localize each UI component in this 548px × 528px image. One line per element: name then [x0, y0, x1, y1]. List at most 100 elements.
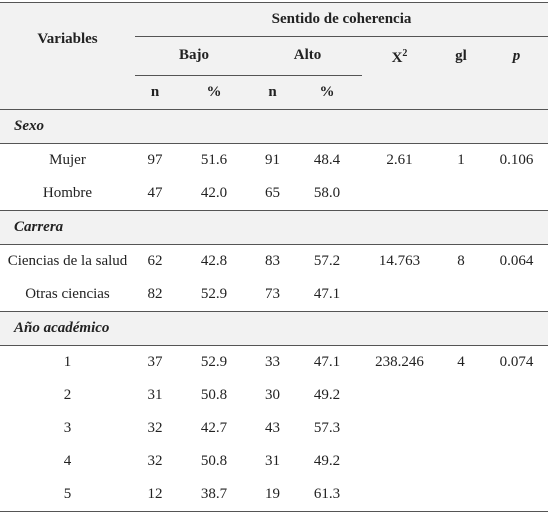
section-title: Año académico: [0, 311, 548, 346]
chi-header: X2: [362, 36, 437, 75]
group-header: Sentido de coherencia: [135, 2, 548, 37]
empty-cell: [362, 277, 437, 312]
low-n: 12: [135, 477, 175, 512]
chi-label: X: [391, 50, 403, 66]
data-row: Otras ciencias 82 52.9 73 47.1: [0, 277, 548, 312]
empty-cell: [485, 176, 548, 211]
high-n: 30: [265, 386, 280, 403]
empty-cell: [485, 75, 548, 110]
p-header: p: [485, 36, 548, 75]
low-n: 62: [147, 252, 163, 269]
empty-cell: [437, 445, 485, 478]
low-n: 31: [147, 386, 163, 403]
empty-cell: [485, 477, 548, 512]
table-body: Variables Sentido de coherencia Bajo Alt…: [0, 2, 548, 512]
data-row: 5 12 38.7 19 61.3: [0, 477, 548, 512]
high-n: 43: [265, 419, 280, 436]
subheader: %: [292, 75, 362, 110]
gl: 4: [457, 353, 465, 370]
high-pct: 58.0: [292, 176, 362, 211]
gl: 1: [457, 151, 465, 168]
empty-cell: [437, 176, 485, 211]
empty-cell: [485, 412, 548, 445]
empty-cell: [362, 176, 437, 211]
low-pct: 42.0: [175, 176, 253, 211]
high-pct: 61.3: [292, 477, 362, 512]
high-pct: 47.1: [313, 353, 341, 370]
high-n: 73: [253, 277, 292, 312]
subheader: %: [175, 75, 253, 110]
variable: Mujer: [49, 151, 86, 168]
chi-square: 14.763: [378, 252, 421, 269]
empty-cell: [437, 412, 485, 445]
empty-cell: [437, 75, 485, 110]
data-row: Hombre 47 42.0 65 58.0: [0, 176, 548, 211]
low-n: 32: [147, 452, 163, 469]
chi-square: 238.246: [375, 353, 424, 370]
high-n: 91: [265, 151, 280, 168]
chi-square: 2.61: [386, 151, 413, 168]
high-pct: 49.2: [313, 386, 341, 403]
variable: Otras ciencias: [0, 277, 135, 312]
subheader: n: [253, 75, 292, 110]
low-pct: 52.9: [175, 277, 253, 312]
empty-cell: [362, 477, 437, 512]
section-row: Sexo: [0, 109, 548, 144]
empty-cell: [0, 75, 135, 110]
low-pct: 42.8: [200, 252, 228, 269]
high-pct: 57.2: [313, 252, 341, 269]
low-n: 82: [135, 277, 175, 312]
high-n: 33: [265, 353, 280, 370]
section-title: Carrera: [0, 210, 548, 245]
header-row: Variables Sentido de coherencia: [0, 2, 548, 75]
low-pct: 52.9: [200, 353, 228, 370]
high-n: 31: [265, 452, 280, 469]
chi-superscript: 2: [402, 48, 408, 59]
subheader: n: [135, 75, 175, 110]
p-value: 0.106: [499, 151, 534, 168]
results-table: Variables Sentido de coherencia Bajo Alt…: [0, 2, 548, 512]
empty-cell: [362, 445, 437, 478]
empty-cell: [485, 379, 548, 412]
low-n: 32: [147, 419, 163, 436]
variables-header: Variables: [0, 2, 135, 75]
empty-cell: [437, 477, 485, 512]
high-header: Alto: [253, 36, 362, 76]
p-value: 0.074: [499, 353, 534, 370]
variable: 5: [0, 477, 135, 512]
low-n: 97: [147, 151, 163, 168]
high-n: 19: [253, 477, 292, 512]
high-pct: 49.2: [313, 452, 341, 469]
variable: 1: [63, 353, 72, 370]
variable: 2: [63, 386, 72, 403]
data-row: 1 37 52.9 33 47.1 238.246 4 0.074: [0, 345, 548, 379]
data-row: Ciencias de la salud 62 42.8 83 57.2 14.763 8 0…: [0, 244, 548, 278]
low-pct: 50.8: [200, 452, 228, 469]
data-row: Mujer 97 51.6 91 48.4 2.61 1 0.106: [0, 143, 548, 177]
p-value: 0.064: [499, 252, 534, 269]
variable: 3: [63, 419, 72, 436]
low-n: 37: [147, 353, 163, 370]
data-row: 2 31 50.8 30 49.2: [0, 379, 548, 412]
empty-cell: [437, 277, 485, 312]
subheader-row: n% n%: [0, 75, 548, 110]
gl-header: gl: [437, 36, 485, 75]
low-pct: 51.6: [200, 151, 228, 168]
low-n: 47: [135, 176, 175, 211]
low-pct: 38.7: [175, 477, 253, 512]
variable: Ciencias de la salud: [7, 252, 128, 269]
variable: 4: [63, 452, 72, 469]
data-row: 4 32 50.8 31 49.2: [0, 445, 548, 478]
high-n: 83: [265, 252, 280, 269]
high-pct: 48.4: [313, 151, 341, 168]
empty-cell: [485, 445, 548, 478]
empty-cell: [485, 277, 548, 312]
high-pct: 57.3: [313, 419, 341, 436]
section-row: Año académico: [0, 311, 548, 346]
high-pct: 47.1: [292, 277, 362, 312]
gl: 8: [457, 252, 465, 269]
low-pct: 42.7: [200, 419, 228, 436]
empty-cell: [362, 379, 437, 412]
low-header: Bajo: [135, 36, 253, 76]
